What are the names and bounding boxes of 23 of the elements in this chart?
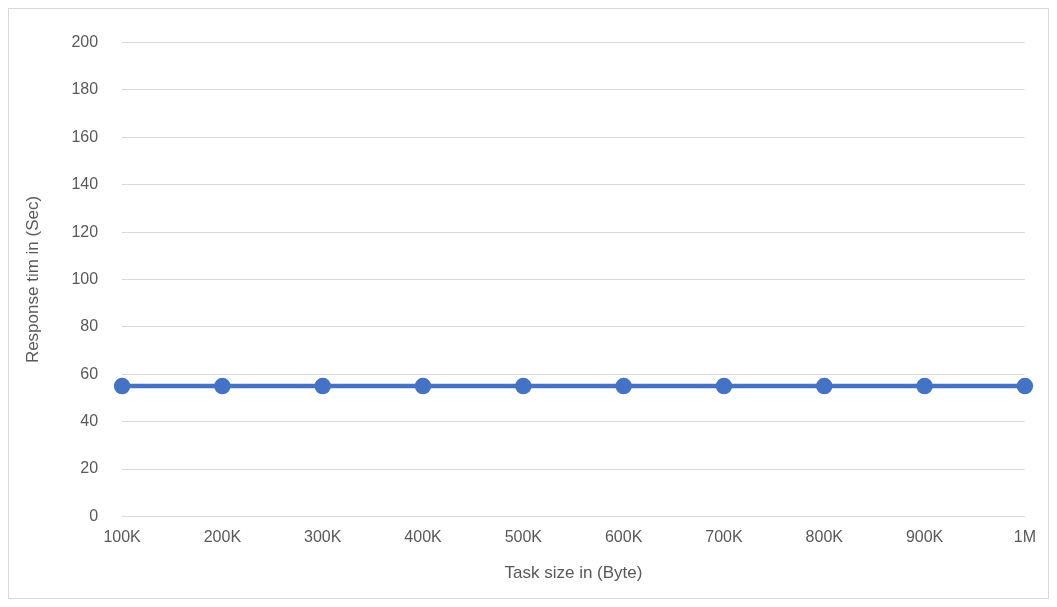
y-tick-label: 140 — [71, 175, 99, 193]
x-tick-label: 700K — [705, 528, 743, 546]
y-tick-label: 20 — [80, 459, 99, 477]
y-tick-label: 80 — [80, 317, 99, 335]
y-tick-label: 0 — [89, 506, 99, 524]
x-tick-label: 800K — [805, 528, 844, 546]
x-tick-label: 200K — [203, 528, 242, 546]
y-tick-label: 100 — [71, 269, 99, 287]
x-tick-label: 500K — [504, 528, 543, 546]
x-tick-label: 100K — [103, 528, 142, 546]
x-tick-label: 600K — [604, 528, 643, 546]
x-axis-title: Task size in (Byte) — [504, 563, 643, 583]
y-tick-label: 180 — [71, 80, 99, 98]
x-tick-label: 400K — [404, 528, 443, 546]
y-tick-label: 200 — [71, 33, 99, 51]
y-tick-label: 120 — [71, 222, 99, 240]
x-tick-label: 900K — [905, 528, 944, 546]
y-tick-label: 160 — [71, 127, 99, 145]
x-tick-label: 1M — [1013, 528, 1036, 546]
y-tick-label: 40 — [80, 412, 99, 430]
y-axis-title: Response tim in (Sec) — [22, 195, 42, 364]
x-tick-label: 300K — [304, 528, 342, 546]
y-tick-label: 60 — [80, 364, 99, 382]
